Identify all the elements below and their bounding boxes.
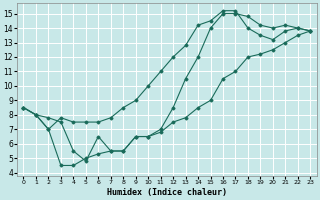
X-axis label: Humidex (Indice chaleur): Humidex (Indice chaleur): [107, 188, 227, 197]
